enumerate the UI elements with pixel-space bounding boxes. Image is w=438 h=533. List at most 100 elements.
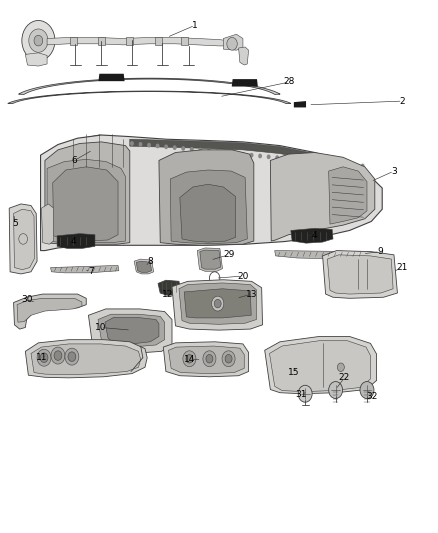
Polygon shape — [158, 280, 181, 295]
Polygon shape — [88, 309, 172, 353]
Polygon shape — [239, 47, 249, 65]
Circle shape — [275, 155, 279, 160]
Circle shape — [40, 353, 48, 362]
Polygon shape — [265, 336, 377, 394]
Circle shape — [215, 149, 219, 154]
Polygon shape — [45, 142, 130, 244]
Polygon shape — [60, 135, 130, 168]
Polygon shape — [294, 101, 306, 108]
Circle shape — [29, 29, 48, 52]
Circle shape — [207, 149, 211, 154]
Polygon shape — [269, 341, 371, 392]
Polygon shape — [163, 342, 249, 377]
Circle shape — [198, 148, 202, 152]
Circle shape — [284, 156, 288, 161]
Polygon shape — [159, 150, 254, 245]
Text: 30: 30 — [21, 295, 32, 304]
Circle shape — [68, 352, 76, 361]
Polygon shape — [105, 317, 159, 344]
Text: 15: 15 — [288, 368, 300, 377]
Circle shape — [352, 163, 356, 167]
Circle shape — [301, 158, 305, 163]
Text: 22: 22 — [339, 373, 350, 382]
Text: 10: 10 — [95, 323, 106, 332]
Polygon shape — [291, 228, 333, 243]
Text: 6: 6 — [72, 156, 78, 165]
Circle shape — [138, 142, 142, 147]
Circle shape — [326, 160, 330, 165]
Polygon shape — [50, 265, 119, 273]
Polygon shape — [18, 78, 280, 94]
Polygon shape — [8, 91, 291, 103]
Circle shape — [181, 146, 185, 151]
Circle shape — [164, 144, 168, 149]
Polygon shape — [17, 298, 82, 322]
Text: 4: 4 — [311, 231, 317, 240]
Circle shape — [34, 35, 43, 46]
Circle shape — [206, 354, 213, 363]
Polygon shape — [223, 34, 243, 50]
Circle shape — [298, 385, 312, 402]
Text: 14: 14 — [184, 355, 195, 364]
Polygon shape — [31, 344, 141, 375]
Text: 9: 9 — [377, 247, 383, 256]
Circle shape — [54, 351, 62, 360]
Text: 11: 11 — [35, 353, 47, 362]
Circle shape — [309, 159, 313, 163]
Polygon shape — [25, 340, 147, 378]
Text: 12: 12 — [162, 289, 173, 298]
Polygon shape — [98, 314, 165, 347]
Circle shape — [186, 354, 193, 363]
Polygon shape — [197, 248, 223, 271]
Polygon shape — [41, 135, 382, 251]
Text: 1: 1 — [192, 21, 198, 30]
Polygon shape — [57, 233, 95, 248]
Polygon shape — [322, 251, 397, 298]
Text: 2: 2 — [400, 96, 406, 106]
Text: 13: 13 — [246, 289, 258, 298]
Circle shape — [212, 296, 224, 311]
Polygon shape — [181, 37, 187, 45]
Polygon shape — [99, 74, 124, 81]
Circle shape — [155, 143, 159, 148]
Polygon shape — [170, 170, 247, 244]
Circle shape — [225, 354, 232, 363]
Circle shape — [250, 153, 254, 158]
Polygon shape — [14, 294, 86, 329]
Polygon shape — [130, 139, 369, 183]
Circle shape — [51, 347, 65, 364]
Circle shape — [224, 150, 228, 155]
Polygon shape — [200, 250, 221, 269]
Circle shape — [214, 300, 221, 308]
Text: 4: 4 — [71, 237, 76, 246]
Polygon shape — [327, 255, 393, 294]
Polygon shape — [98, 37, 105, 45]
Text: 28: 28 — [284, 77, 295, 86]
Circle shape — [22, 20, 55, 61]
Text: 20: 20 — [237, 271, 249, 280]
Text: 21: 21 — [396, 263, 407, 272]
Polygon shape — [53, 167, 118, 241]
Circle shape — [318, 159, 322, 164]
Circle shape — [360, 382, 374, 399]
Circle shape — [267, 155, 271, 159]
Polygon shape — [134, 259, 154, 274]
Circle shape — [222, 351, 235, 367]
Circle shape — [190, 147, 194, 152]
Polygon shape — [70, 37, 77, 45]
Text: 3: 3 — [391, 166, 397, 175]
Circle shape — [337, 363, 344, 372]
Polygon shape — [155, 37, 162, 45]
Circle shape — [233, 151, 237, 156]
Text: 29: 29 — [223, 251, 234, 260]
Polygon shape — [179, 283, 256, 324]
Circle shape — [183, 351, 196, 367]
Circle shape — [130, 141, 134, 146]
Circle shape — [203, 351, 216, 367]
Polygon shape — [328, 167, 367, 224]
Polygon shape — [14, 209, 35, 270]
Polygon shape — [270, 152, 375, 241]
Circle shape — [147, 143, 151, 148]
Circle shape — [241, 152, 245, 157]
Polygon shape — [136, 261, 152, 272]
